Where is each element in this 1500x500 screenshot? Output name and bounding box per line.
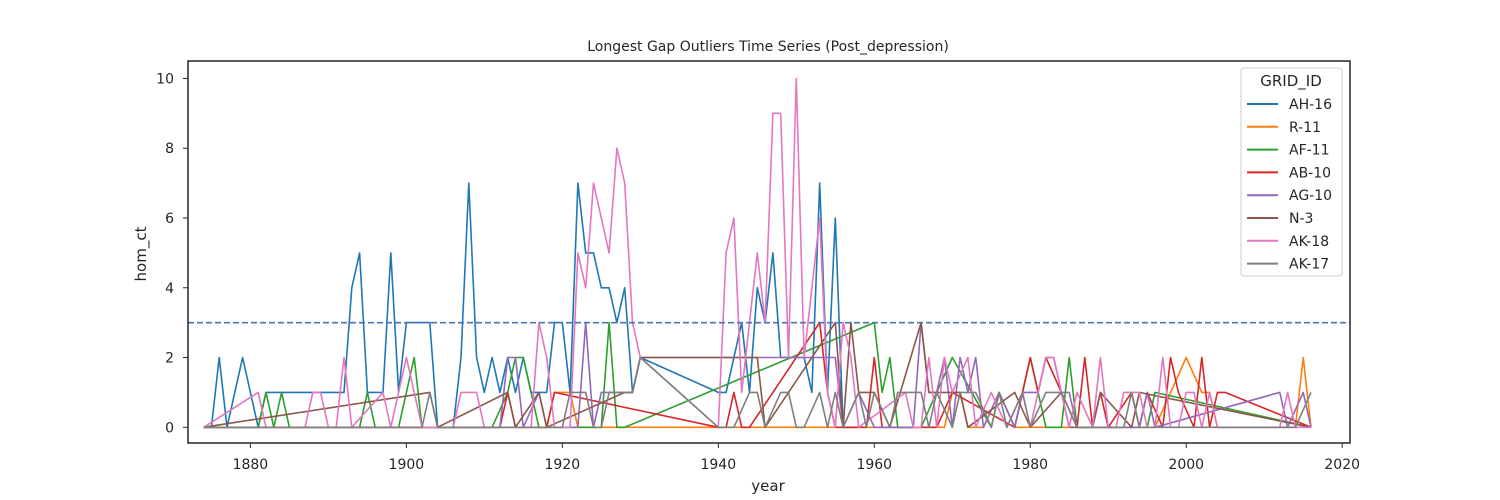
plot-frame: [187, 60, 1351, 444]
legend: GRID_ID AH-16 R-11 AF-11 AB-10 AG-10 N-3 AK-18…: [1240, 67, 1343, 277]
series-line-ab-10: [203, 321, 1312, 429]
legend-label: AG-10: [1289, 188, 1332, 204]
legend-box: [1240, 67, 1343, 277]
series-line-ak-17: [203, 356, 1312, 429]
x-axis-label: year: [751, 477, 785, 495]
x-tick-label: 1880: [233, 457, 269, 473]
legend-label: AH-16: [1289, 97, 1332, 113]
chart-title: Longest Gap Outliers Time Series (Post_d…: [587, 39, 949, 55]
x-tick-label: 1980: [1012, 457, 1048, 473]
legend-label: N-3: [1289, 211, 1313, 227]
x-tick-label: 1960: [856, 457, 892, 473]
y-tick-label: 10: [156, 71, 174, 87]
legend-label: AF-11: [1289, 143, 1330, 159]
series-line-n-3: [203, 321, 1312, 429]
legend-label: R-11: [1289, 120, 1321, 136]
x-tick-label: 1900: [389, 457, 425, 473]
series-line-ak-18: [203, 77, 1311, 429]
y-tick-label: 8: [165, 141, 174, 157]
x-tick-label: 1940: [700, 457, 736, 473]
series-line-af-11: [203, 321, 1312, 429]
y-tick-label: 6: [165, 211, 174, 227]
y-axis-ticks: 0 2 4 6 8 10: [156, 71, 188, 436]
legend-label: AB-10: [1289, 165, 1331, 181]
y-tick-label: 2: [165, 351, 174, 367]
plot-area: [203, 77, 1312, 429]
x-tick-label: 1920: [545, 457, 581, 473]
legend-label: AK-18: [1289, 234, 1329, 250]
x-tick-label: 2000: [1168, 457, 1204, 473]
x-tick-label: 2020: [1324, 457, 1360, 473]
legend-title: GRID_ID: [1260, 72, 1322, 91]
series-line-ag-10: [203, 321, 1312, 429]
y-tick-label: 0: [165, 420, 174, 436]
x-axis-ticks: 1880 1900 1920 1940 1960 1980 2000 2020: [233, 443, 1360, 473]
y-axis-label: hom_ct: [132, 226, 151, 281]
y-tick-label: 4: [165, 281, 174, 297]
legend-label: AK-17: [1289, 257, 1329, 273]
